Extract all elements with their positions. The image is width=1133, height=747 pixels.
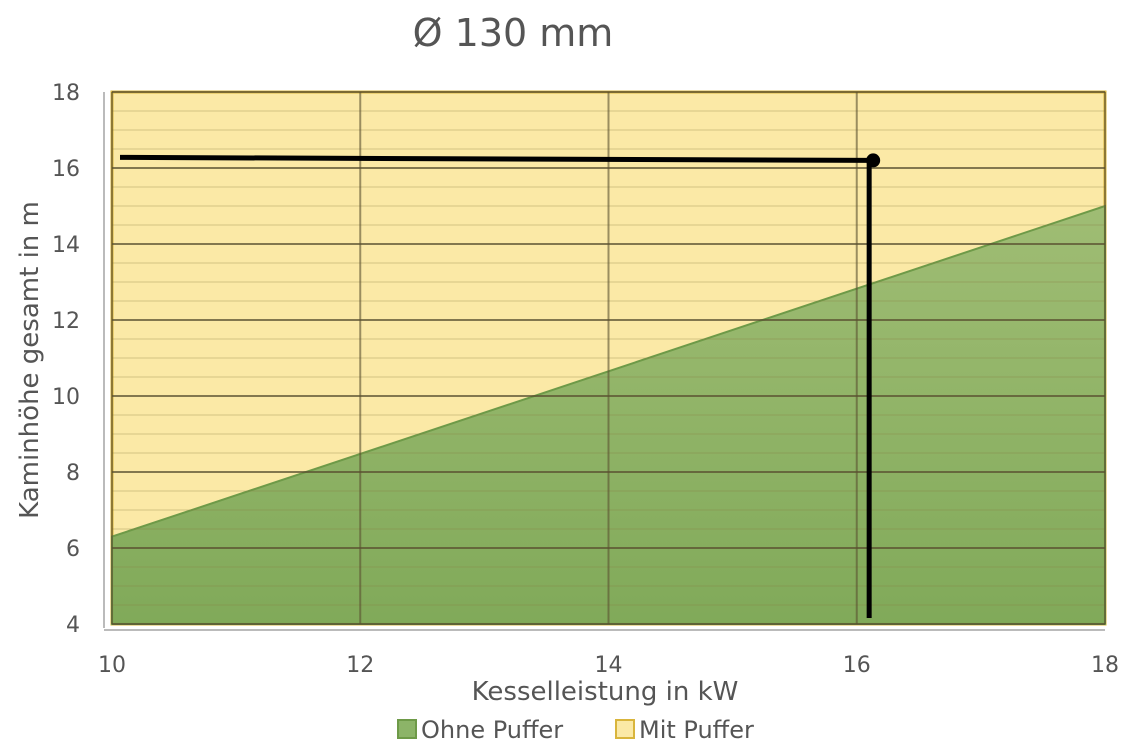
chart-title: Ø 130 mm <box>413 11 614 55</box>
annotation-point <box>866 153 881 168</box>
legend-swatch <box>615 719 635 739</box>
y-tick-label: 6 <box>66 537 80 562</box>
y-tick-label: 10 <box>52 385 80 410</box>
y-tick-label: 4 <box>66 613 80 638</box>
y-axis-label: Kaminhöhe gesamt in m <box>15 201 45 519</box>
y-tick-label: 8 <box>66 461 80 486</box>
legend-swatch <box>397 719 417 739</box>
legend-label: Ohne Puffer <box>421 716 563 744</box>
legend: Ohne Puffer Mit Puffer <box>397 716 754 744</box>
x-tick-label: 14 <box>595 653 623 678</box>
x-tick-label: 18 <box>1091 653 1119 678</box>
y-tick-label: 18 <box>52 81 80 106</box>
y-tick-label: 14 <box>52 233 80 258</box>
x-tick-label: 10 <box>98 653 126 678</box>
x-tick-label: 12 <box>346 653 374 678</box>
legend-label: Mit Puffer <box>639 716 754 744</box>
x-tick-label: 16 <box>843 653 871 678</box>
annotation-horizontal-line <box>119 154 870 163</box>
x-axis-label: Kesselleistung in kW <box>472 677 739 707</box>
y-tick-label: 12 <box>52 309 80 334</box>
y-tick-label: 16 <box>52 157 80 182</box>
